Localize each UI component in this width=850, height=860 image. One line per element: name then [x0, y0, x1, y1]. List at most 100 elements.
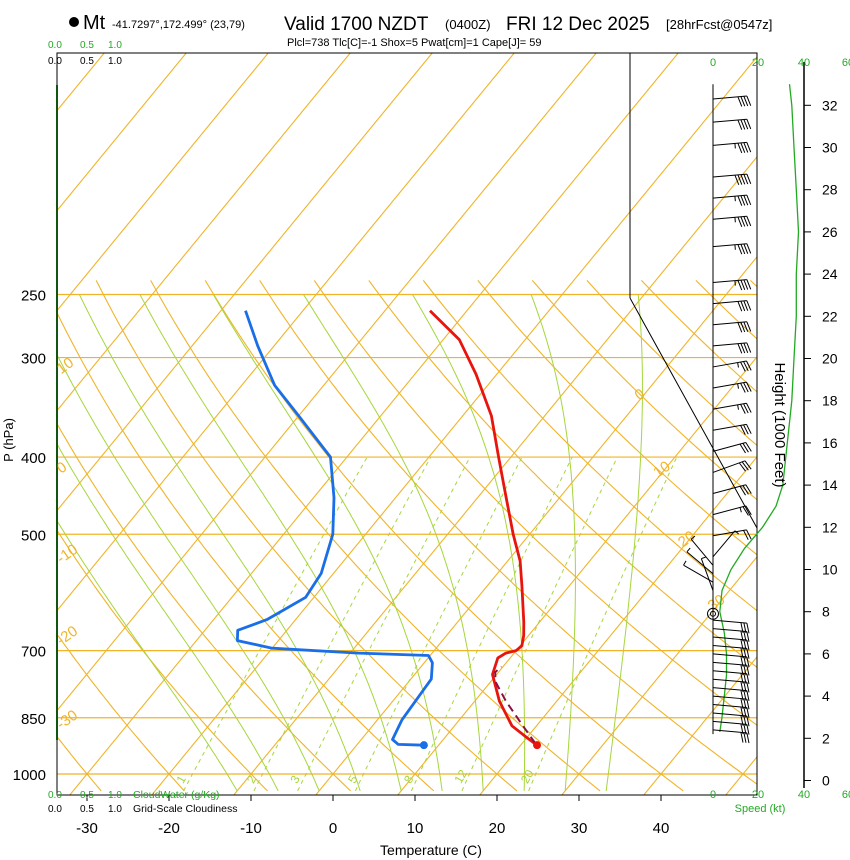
barb-flag	[746, 142, 752, 153]
barb-flag	[739, 443, 746, 454]
barb-flag	[740, 404, 746, 414]
isotherm-line	[561, 556, 757, 795]
barb-flag	[746, 216, 752, 227]
pressure-tick-label: 1000	[13, 767, 46, 784]
moist-adiabat-line	[139, 294, 402, 792]
barb-flag	[740, 279, 746, 290]
temperature-tick-label: 20	[489, 820, 506, 837]
barb-flag	[746, 321, 752, 332]
moist-adiabat-line	[57, 519, 238, 792]
isobars	[57, 293, 757, 775]
speed-axis-label: Speed (kt)	[735, 803, 786, 815]
dry-adiabat-line	[368, 280, 757, 669]
moist-adiabat-line	[57, 442, 279, 792]
temperature-tick-label: -10	[240, 820, 262, 837]
barb-flag	[743, 96, 749, 107]
isotherm-line	[57, 53, 433, 512]
wind-barb	[712, 720, 750, 735]
barb-flag	[740, 174, 746, 185]
barb-flag	[746, 279, 752, 290]
barb-flag	[746, 732, 750, 744]
barb-flag	[743, 724, 747, 735]
barb-flag	[740, 647, 744, 659]
moist-adiabat-line	[530, 294, 576, 791]
wind-barb	[712, 712, 750, 727]
barb-flag	[740, 673, 744, 684]
barb-flag	[742, 443, 749, 453]
height-tick-label: 10	[822, 562, 838, 578]
isotherm-line	[57, 53, 269, 312]
cloud-scale: 0.0 0.5 1.0 0.0 0.5 1.0 0.0 0.5 1.0 Clou…	[48, 40, 237, 815]
barb-flag	[740, 425, 746, 435]
barb-flag	[745, 442, 752, 452]
barb-flag	[745, 484, 752, 494]
header: Mt -41.7297°,172.499° (23,79) Valid 1700…	[69, 12, 772, 49]
forecast-info: [28hrFcst@0547z]	[666, 17, 772, 32]
cloud-tick-top-black-2: 1.0	[108, 56, 122, 67]
wind-barb	[712, 484, 752, 496]
dry-adiabat-line	[586, 280, 757, 447]
barb-flag	[740, 301, 746, 312]
barb-staff	[700, 558, 714, 591]
barb-flag	[740, 622, 744, 633]
dry-adiabat-line	[150, 280, 601, 792]
profiles	[236, 309, 542, 750]
speed-tick-top: 20	[752, 57, 764, 69]
barb-flag	[743, 690, 747, 701]
mixing-ratio-line	[354, 456, 523, 792]
barb-flag	[743, 119, 749, 130]
barb-flag	[740, 732, 744, 743]
cloud-scale-title: CloudWater (g/Kg)	[133, 789, 220, 801]
zulu-time: (0400Z)	[445, 17, 491, 32]
barb-half-flag	[686, 547, 691, 553]
wind-barb	[712, 460, 752, 473]
y-axis-label: P (hPa)	[1, 418, 16, 462]
barb-flag	[743, 648, 747, 659]
height-tick-label: 8	[822, 604, 830, 620]
height-tick-label: 4	[822, 688, 830, 704]
barb-flag	[740, 639, 744, 650]
height-tick-label: 12	[822, 519, 838, 535]
wind-barb	[712, 529, 752, 540]
dry-adiabat-line	[57, 422, 351, 792]
barb-flag	[746, 707, 750, 718]
cloud-tick-bot-black-2: 1.0	[108, 804, 122, 815]
wind-barb	[712, 704, 750, 718]
barb-flag	[740, 706, 744, 718]
surface-temp-marker	[533, 741, 542, 750]
speed-tick-bottom: 40	[798, 789, 810, 801]
barb-flag	[743, 732, 747, 743]
barb-flag	[746, 665, 750, 676]
wind-barb	[712, 678, 750, 693]
profile-temperature	[429, 309, 538, 747]
barb-flag	[746, 673, 750, 685]
speed-tick-bottom: 0	[710, 789, 716, 801]
dry-adiabat-line	[477, 280, 757, 556]
barb-half-flag	[737, 404, 739, 410]
height-tick-label: 28	[822, 182, 838, 198]
barb-half-flag	[701, 556, 707, 560]
thermo-grid	[57, 53, 757, 795]
barb-flag	[740, 361, 746, 372]
temperature-tick-label: 0	[329, 820, 337, 837]
isotherm-line	[57, 53, 187, 212]
height-axis-label: Height (1000 Feet)	[771, 362, 788, 487]
isotherm-line	[57, 53, 597, 712]
barb-flag	[742, 485, 749, 495]
barb-flag	[740, 382, 746, 393]
cloud-scale-title2: Grid-Scale Cloudiness	[133, 803, 237, 815]
barb-flag	[743, 664, 747, 676]
isotherm-line	[479, 456, 757, 795]
wind-barb	[712, 173, 752, 186]
barb-flag	[746, 639, 750, 651]
barb-flag	[744, 460, 752, 470]
barb-flag	[737, 96, 743, 107]
dry-adiabat-line	[57, 529, 268, 792]
isotherm-label: 10	[650, 458, 673, 481]
barb-flag	[746, 648, 750, 659]
wind-barb	[712, 321, 752, 333]
cloud-tick-top-black-0: 0.0	[48, 56, 62, 67]
barb-flag	[746, 194, 752, 206]
wind-barb	[712, 402, 752, 414]
